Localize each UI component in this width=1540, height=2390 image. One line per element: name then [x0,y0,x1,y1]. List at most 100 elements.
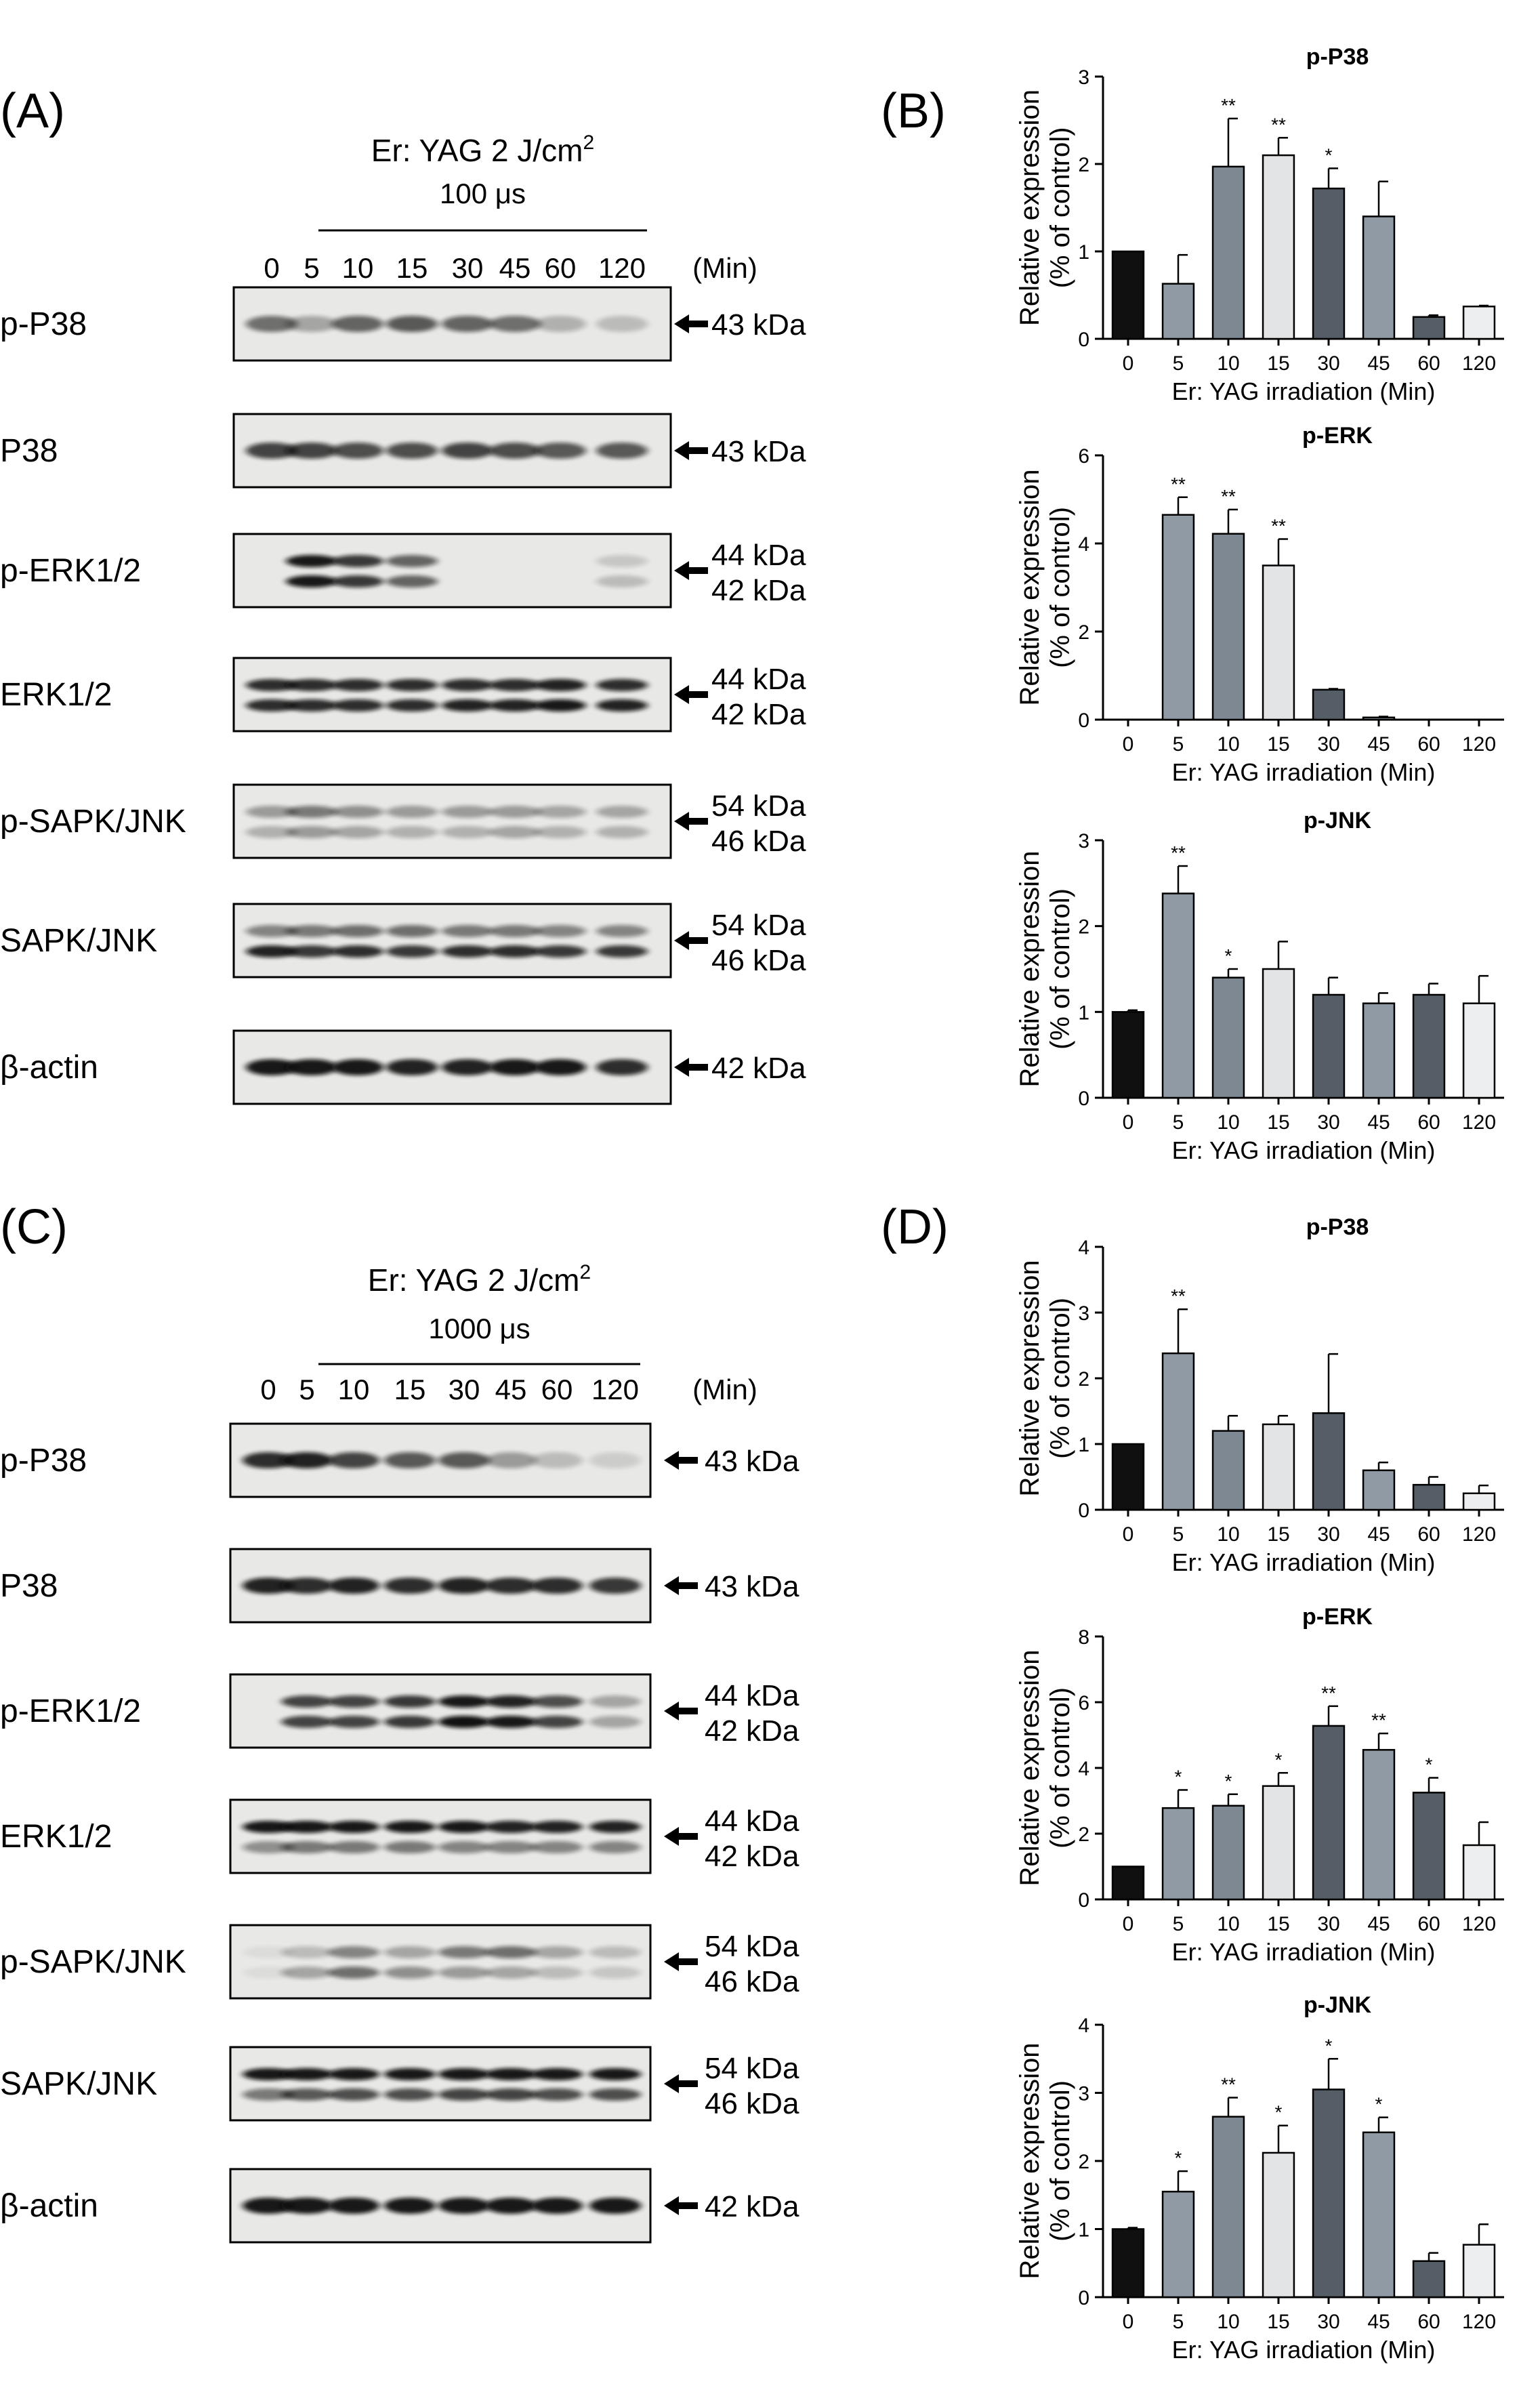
protein-band [589,2198,641,2214]
protein-band [489,442,541,459]
protein-band [328,1695,379,1708]
protein-band [386,925,438,937]
significance-mark: ** [1271,114,1286,135]
treatment-label: Er: YAG 2 J/cm2 [368,1261,591,1298]
y-tick-label: 0 [1078,709,1089,732]
lane-label: 120 [591,1374,639,1405]
pulse-label: 100 μs [440,178,526,209]
panel-label: (B) [881,84,946,138]
protein-band [442,1059,493,1075]
protein-band [281,1452,333,1468]
protein-band [384,1716,436,1728]
bar [1211,976,1245,1099]
protein-band [384,2088,436,2101]
x-tick-label: 120 [1462,733,1496,756]
x-tick-label: 45 [1367,1111,1390,1134]
bar [1262,154,1295,340]
lane-label: 5 [299,1374,314,1405]
protein-band [489,699,541,712]
bar [1412,1792,1446,1901]
protein-band [442,925,493,937]
protein-band [332,442,383,459]
kda-label: 43 kDa [705,1445,799,1478]
y-axis-label: Relative expression [1015,1260,1045,1496]
protein-band [384,2068,436,2080]
bar [1161,1352,1195,1511]
blot-membrane [232,783,672,859]
x-tick-label: 15 [1267,2311,1289,2333]
bar [1111,1866,1145,1901]
protein-band [246,1059,297,1075]
protein-band [596,1059,648,1075]
lane-unit: (Min) [692,252,757,284]
bar [1312,688,1346,721]
protein-band [531,2068,583,2080]
x-tick-label: 60 [1417,1111,1440,1134]
bar [1312,1725,1346,1901]
protein-band [386,575,438,588]
arrow-icon [664,1576,698,1595]
protein-band [328,1452,379,1468]
protein-band [384,1452,436,1468]
blot-row-label: P38 [0,433,58,469]
protein-band [384,2198,436,2214]
x-tick-label: 10 [1217,1913,1239,1935]
blot-panel: Er: YAG 2 J/cm2 100 μs 0 5 10 15 30 45 60 120 (Min… [0,131,806,1105]
lane-label: 15 [394,1374,426,1405]
protein-band [281,2198,333,2214]
x-tick-label: 30 [1317,352,1339,375]
blot-row-label: p-SAPK/JNK [0,1944,186,1980]
lane-label: 120 [598,252,646,284]
arrow-icon [664,2074,698,2093]
arrow-icon [674,1058,708,1077]
kda-label: 42 kDa [705,1714,799,1748]
blot-row-label: p-SAPK/JNK [0,804,186,840]
blot-row: P38 43 kDa [0,1548,799,1624]
y-tick-label: 0 [1078,1500,1089,1522]
protein-band [535,1059,586,1075]
protein-band [246,945,297,957]
protein-band [328,1821,379,1833]
y-axis-label-unit: (% of control) [1045,507,1075,668]
x-tick-label: 30 [1317,1913,1339,1935]
protein-band [246,826,297,838]
protein-band [535,699,586,712]
protein-band [243,2068,294,2080]
protein-band [531,1946,583,1958]
bar [1262,1423,1295,1511]
protein-band [442,679,493,691]
significance-mark: * [1225,1771,1232,1792]
protein-band [332,575,383,588]
significance-mark: ** [1321,1683,1336,1704]
x-axis-label: Er: YAG irradiation (Min) [1172,1548,1436,1576]
protein-band [489,316,541,332]
protein-band [438,2088,490,2101]
y-axis-label: Relative expression [1015,1649,1045,1886]
protein-band [281,2068,333,2080]
kda-label: 42 kDa [711,574,806,607]
x-tick-label: 10 [1217,1111,1239,1134]
x-tick-label: 45 [1367,2311,1390,2333]
y-tick-label: 2 [1078,1368,1089,1390]
protein-band [535,826,586,838]
protein-band [281,1695,333,1708]
blot-row: β-actin 42 kDa [0,2168,799,2244]
y-axis-label-unit: (% of control) [1045,127,1075,289]
protein-band [535,806,586,818]
protein-band [243,1946,294,1958]
bar [1412,993,1446,1099]
blot-row: β-actin 42 kDa [0,1029,806,1105]
y-axis-label-unit: (% of control) [1045,888,1075,1050]
chart-title: p-JNK [1304,808,1372,833]
protein-band [286,826,337,838]
protein-band [535,316,586,332]
protein-band [286,316,337,332]
x-tick-label: 10 [1217,352,1239,375]
significance-mark: ** [1171,474,1186,495]
significance-mark: ** [1221,95,1236,116]
bar [1161,283,1195,340]
protein-band [281,1821,333,1833]
x-tick-label: 0 [1123,1523,1134,1546]
